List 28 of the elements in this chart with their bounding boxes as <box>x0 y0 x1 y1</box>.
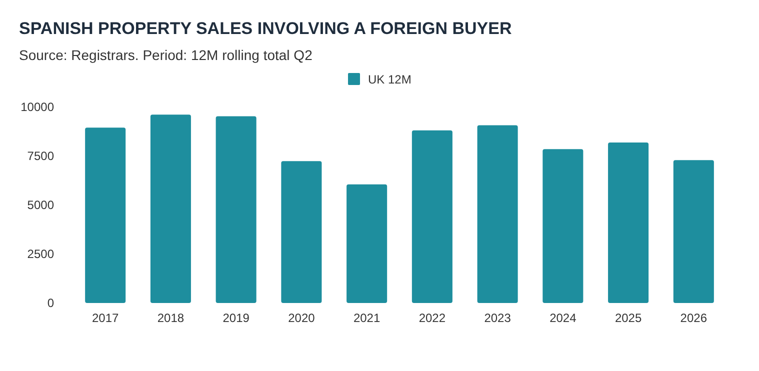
x-tick-label: 2023 <box>484 311 512 325</box>
x-tick-label: 2021 <box>353 311 380 325</box>
y-tick-label: 2500 <box>27 247 54 262</box>
bar <box>216 116 256 303</box>
bar <box>346 184 388 303</box>
x-tick-label: 2019 <box>222 311 250 325</box>
x-tick-label: 2026 <box>680 311 708 325</box>
y-tick-label: 5000 <box>27 198 54 212</box>
chart-subtitle: Source: Registrars. Period: 12M rolling total Q2 <box>19 47 313 63</box>
bar <box>477 125 518 303</box>
y-tick-label: 7500 <box>27 149 54 164</box>
bar <box>412 130 452 303</box>
x-tick-label: 2020 <box>288 311 316 325</box>
x-tick-label: 2024 <box>550 311 577 325</box>
y-tick-label: 10000 <box>20 100 54 114</box>
legend-label: UK 12M <box>368 72 412 86</box>
chart-title: SPANISH PROPERTY SALES INVOLVING A FOREIGN BUYER <box>19 19 512 38</box>
x-tick-label: 2018 <box>157 311 184 325</box>
x-tick-label: 2022 <box>418 311 446 325</box>
bar <box>281 161 322 303</box>
y-tick-label: 0 <box>47 296 54 310</box>
x-tick-label: 2025 <box>614 311 642 325</box>
bar <box>542 149 584 303</box>
bar <box>673 160 714 303</box>
bar <box>85 128 126 303</box>
bar <box>608 142 649 303</box>
x-tick-label: 2017 <box>92 311 120 325</box>
bar <box>150 114 191 303</box>
